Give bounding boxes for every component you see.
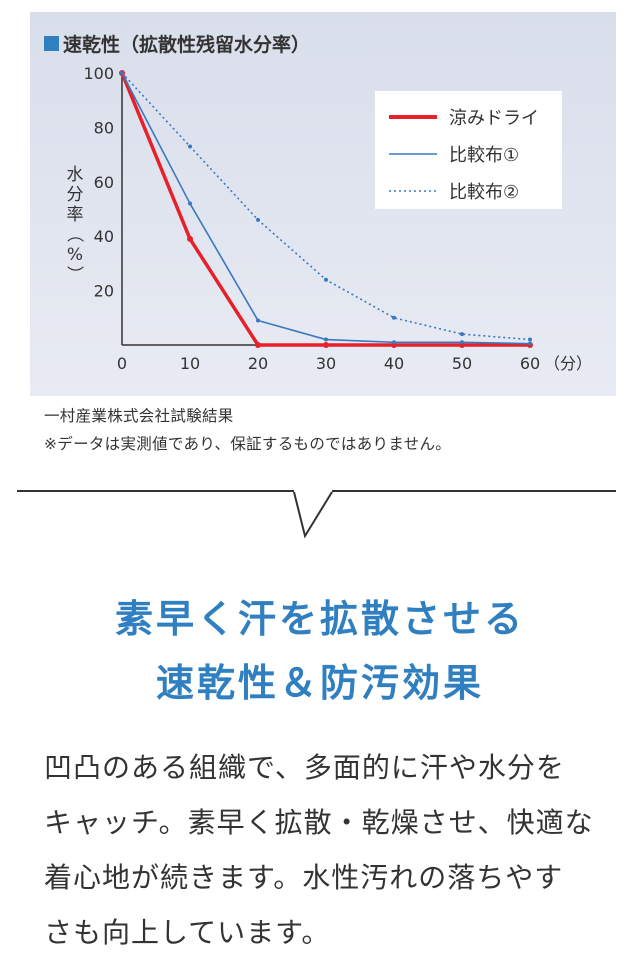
data-point-series-3	[256, 217, 260, 222]
y-axis-label-char: （	[64, 226, 84, 243]
legend-label-2: 比較布①	[449, 145, 519, 166]
y-axis-label-char: 分	[67, 185, 84, 205]
data-point-series-2	[528, 341, 532, 346]
x-tick-label: 10	[180, 354, 200, 373]
x-tick-label: 40	[384, 354, 404, 373]
data-point-series-3	[460, 332, 464, 337]
headline-line-2: 速乾性＆防汚効果	[155, 661, 484, 705]
y-axis-label-char: 水	[67, 165, 84, 185]
x-tick-label: 30	[316, 354, 336, 373]
body-line-2: キャッチ。素早く拡散・乾燥させ、快適な	[44, 806, 594, 839]
y-tick-label: 40	[94, 227, 114, 246]
source-note: 一村産業株式会社試験結果	[44, 407, 234, 425]
legend-box	[375, 91, 562, 209]
x-unit-label: （分）	[544, 354, 592, 373]
data-point-series-2	[256, 318, 260, 323]
body-line-4: さも向上しています。	[44, 916, 331, 949]
data-point-series-3	[528, 337, 532, 342]
data-point-series-2	[392, 340, 396, 345]
x-tick-label: 50	[452, 354, 472, 373]
divider-left	[17, 490, 294, 492]
chart-panel: 速乾性（拡散性残留水分率） 20 40 60 80 100 0 10 20 30 40 50 60 （分…	[30, 12, 616, 396]
legend-label-1: 涼みドライ	[449, 108, 539, 129]
data-point-series-1	[187, 235, 193, 242]
y-tick-label: 20	[94, 282, 114, 301]
data-point-series-2	[460, 340, 464, 345]
chart-title-text: 速乾性（拡散性残留水分率）	[63, 34, 311, 56]
y-tick-label: 80	[94, 118, 114, 137]
body-line-3: 着心地が続きます。水性汚れの落ちやす	[44, 861, 564, 894]
y-tick-label: 60	[94, 173, 114, 192]
x-tick-label: 0	[117, 354, 127, 373]
headline-line-1: 素早く汗を拡散させる	[114, 597, 525, 641]
divider-check-icon	[293, 491, 333, 539]
data-point-series-2	[324, 337, 328, 342]
data-point-series-2	[188, 201, 192, 206]
data-point-series-3	[392, 315, 396, 320]
title-square-icon	[44, 36, 59, 51]
data-point-series-3	[188, 144, 192, 149]
data-point-series-1	[323, 342, 329, 348]
y-tick-label: 100	[83, 64, 114, 83]
divider-right	[332, 490, 616, 492]
y-axis-label-char: 率	[67, 205, 84, 225]
x-tick-label: 60	[520, 354, 540, 373]
y-axis-label-char: ）	[64, 266, 84, 283]
y-axis-label-char: %	[67, 245, 83, 265]
data-point-series-1	[255, 342, 261, 348]
chart-title: 速乾性（拡散性残留水分率）	[44, 30, 310, 57]
legend-label-3: 比較布②	[449, 182, 519, 203]
data-point-series-3	[120, 71, 124, 75]
x-tick-label: 20	[248, 354, 268, 373]
data-point-series-3	[324, 277, 328, 282]
body-line-1: 凹凸のある組織で、多面的に汗や水分を	[44, 751, 565, 784]
disclaimer-note: ※データは実測値であり、保証するものではありません。	[44, 435, 452, 453]
